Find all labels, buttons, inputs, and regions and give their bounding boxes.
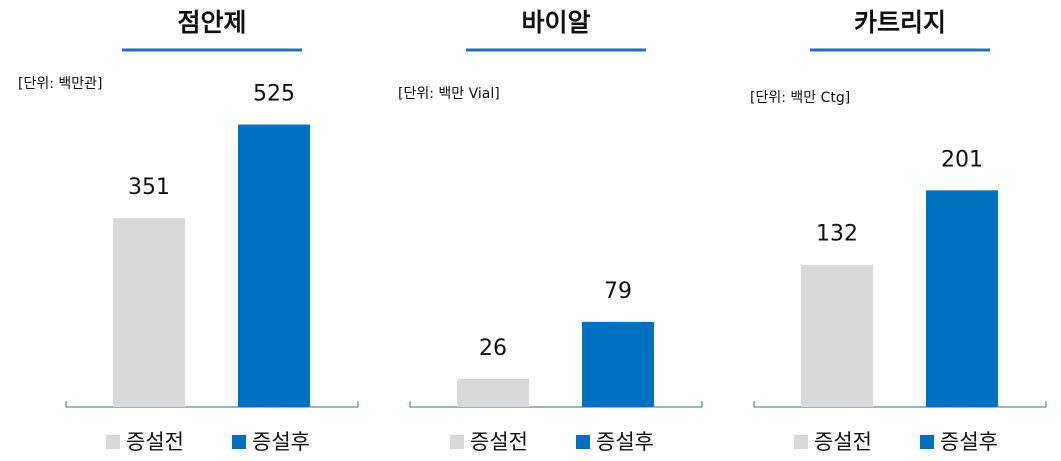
legend-swatch [450,435,464,449]
value-label: 79 [604,279,632,304]
chart-title: 카트리지 [854,8,946,37]
legend-swatch [576,435,590,449]
legend-label: 증설후 [596,430,654,454]
axis-line [753,401,1047,408]
bar [582,321,654,407]
unit-label: [단위: 백만 Ctg] [750,90,850,106]
unit-label: [단위: 백만관] [18,76,103,92]
legend-swatch [920,435,934,449]
value-label: 525 [253,82,295,107]
value-label: 132 [816,222,858,247]
legend-swatch [232,435,246,449]
bar [457,378,529,407]
legend-label: 증설전 [470,430,528,454]
axis-line [409,401,703,408]
chart-title: 점안제 [177,8,246,37]
legend-swatch [106,435,120,449]
value-label: 351 [128,175,170,200]
bar [238,124,310,408]
legend-label: 증설후 [252,430,310,454]
legend-swatch [794,435,808,449]
unit-label: [단위: 백만 Vial] [398,86,500,102]
legend-label: 증설후 [940,430,998,454]
bar [801,264,873,407]
bar [113,218,185,407]
bar [926,190,998,407]
value-label: 201 [941,147,983,172]
axis-line [65,401,359,408]
value-label: 26 [479,336,507,361]
legend-label: 증설전 [126,430,184,454]
chart-title: 바이알 [521,8,590,37]
legend-label: 증설전 [814,430,872,454]
